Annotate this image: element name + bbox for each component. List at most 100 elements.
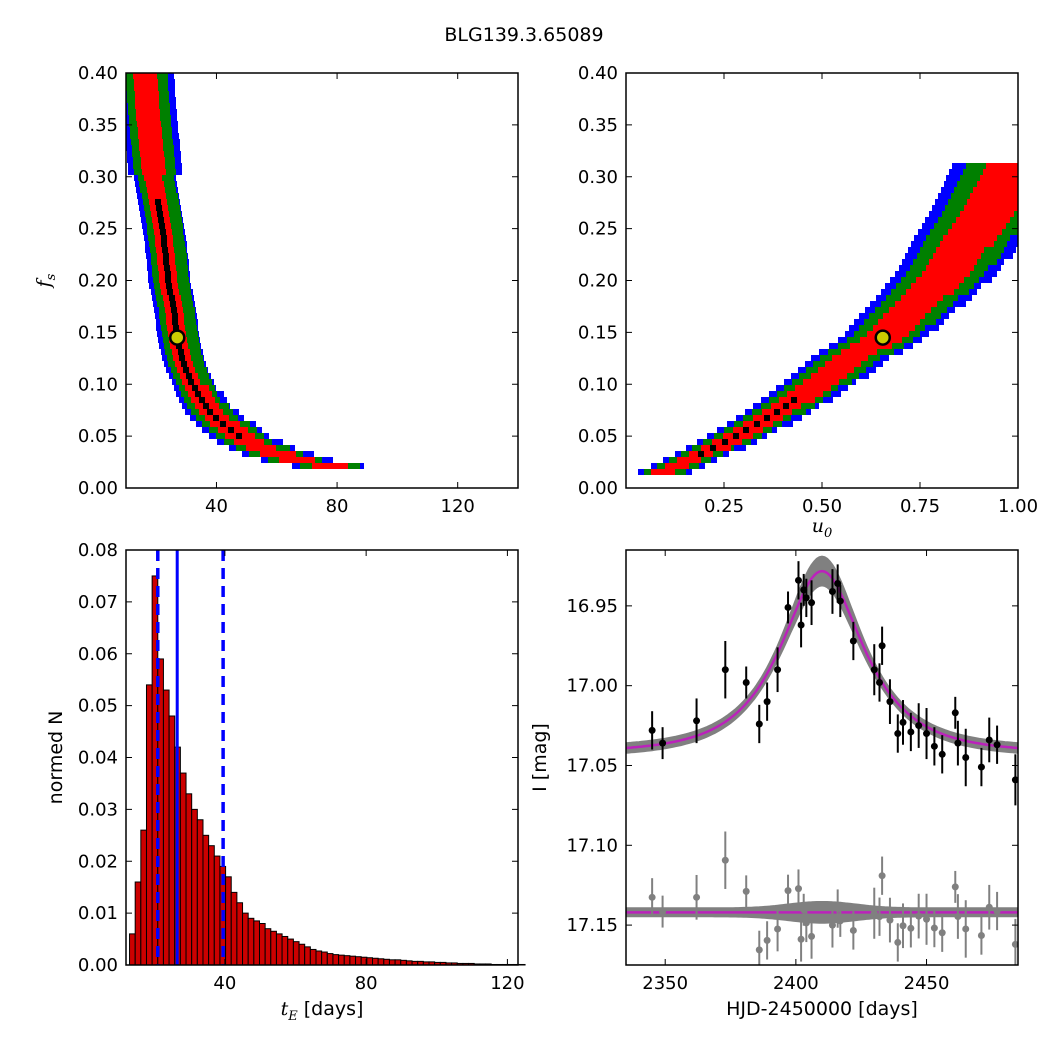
density-cell <box>983 253 989 259</box>
density-cell <box>1014 211 1018 217</box>
density-cell <box>163 337 169 343</box>
density-cell <box>775 397 781 403</box>
density-cell <box>141 217 147 223</box>
density-cell <box>180 295 186 301</box>
density-cell <box>862 343 868 349</box>
density-cell <box>291 457 297 463</box>
density-cell <box>178 235 184 241</box>
data-point <box>648 726 656 734</box>
density-cell-core <box>774 409 780 415</box>
density-cell <box>161 289 167 295</box>
density-cell <box>151 289 157 295</box>
density-cell <box>194 379 200 385</box>
density-cell <box>705 457 711 463</box>
density-cell <box>144 133 150 139</box>
density-cell <box>164 217 170 223</box>
density-cell <box>844 343 850 349</box>
density-cell <box>976 241 982 247</box>
y-tick-label: 0.30 <box>578 167 618 188</box>
density-cell <box>790 415 796 421</box>
density-cell <box>771 403 777 409</box>
density-cell <box>321 457 327 463</box>
density-cell <box>913 259 919 265</box>
density-cell <box>994 193 1000 199</box>
density-cell <box>126 133 131 139</box>
density-cell <box>657 463 663 469</box>
y-tick-label: 0.03 <box>78 799 118 820</box>
density-cell <box>1000 193 1006 199</box>
density-cell <box>1041 181 1047 187</box>
density-cell <box>159 163 165 169</box>
density-cell <box>891 325 897 331</box>
density-cell <box>316 457 322 463</box>
density-cell <box>169 85 175 91</box>
density-cell <box>175 295 181 301</box>
density-cell <box>176 265 182 271</box>
density-cell <box>147 187 153 193</box>
y-tick-label: 0.40 <box>578 63 618 84</box>
density-cell <box>809 397 815 403</box>
density-cell <box>991 187 997 193</box>
density-cell <box>188 391 194 397</box>
density-cell <box>163 211 169 217</box>
density-cell <box>938 193 944 199</box>
density-cell <box>157 301 163 307</box>
density-cell <box>1004 163 1010 169</box>
density-cell <box>1043 187 1049 193</box>
density-cell <box>143 229 149 235</box>
density-cell <box>140 85 146 91</box>
density-cell <box>683 457 689 463</box>
density-cell <box>1031 187 1037 193</box>
density-cell-core <box>203 403 209 409</box>
density-cell <box>860 319 866 325</box>
density-cell <box>923 331 929 337</box>
density-cell <box>171 109 177 115</box>
density-cell <box>185 409 191 415</box>
density-cell <box>968 283 974 289</box>
density-cell <box>902 319 908 325</box>
density-cell-core <box>791 397 797 403</box>
density-cell <box>779 397 785 403</box>
density-cell <box>952 277 958 283</box>
density-cell <box>148 109 154 115</box>
density-cell <box>327 457 333 463</box>
density-cell <box>1023 205 1029 211</box>
density-cell <box>954 301 960 307</box>
density-cell <box>901 277 907 283</box>
density-cell <box>172 121 178 127</box>
density-cell <box>952 295 958 301</box>
data-point <box>802 594 810 602</box>
density-cell <box>996 229 1002 235</box>
density-cell <box>172 193 178 199</box>
density-cell <box>832 355 838 361</box>
density-cell <box>330 463 336 469</box>
density-cell <box>931 295 937 301</box>
density-cell <box>992 217 998 223</box>
density-cell <box>757 427 763 433</box>
density-cell <box>1019 211 1025 217</box>
density-cell <box>988 205 994 211</box>
density-cell <box>171 367 177 373</box>
panel-tE-histogram: 40 80 120 0.00 0.01 0.02 0.03 0.04 0.05 0.06 0.07 0… <box>45 540 526 1024</box>
density-cell-core <box>155 199 161 205</box>
density-cell <box>258 439 264 445</box>
density-cell <box>169 79 175 85</box>
density-cell <box>918 271 924 277</box>
density-cell <box>154 307 160 313</box>
density-cell <box>300 463 306 469</box>
density-cell <box>1018 193 1024 199</box>
density-cell <box>221 397 227 403</box>
density-cell <box>134 85 140 91</box>
density-cell <box>144 175 150 181</box>
density-cell <box>149 283 155 289</box>
density-cell <box>941 301 947 307</box>
density-cell <box>936 229 942 235</box>
density-cell <box>1022 181 1028 187</box>
y-tick-label: 0.10 <box>578 374 618 395</box>
density-cell <box>306 463 312 469</box>
density-cell <box>898 343 904 349</box>
density-cell <box>929 259 935 265</box>
density-cell <box>163 295 169 301</box>
density-cell-core <box>167 289 173 295</box>
density-cell <box>146 217 152 223</box>
